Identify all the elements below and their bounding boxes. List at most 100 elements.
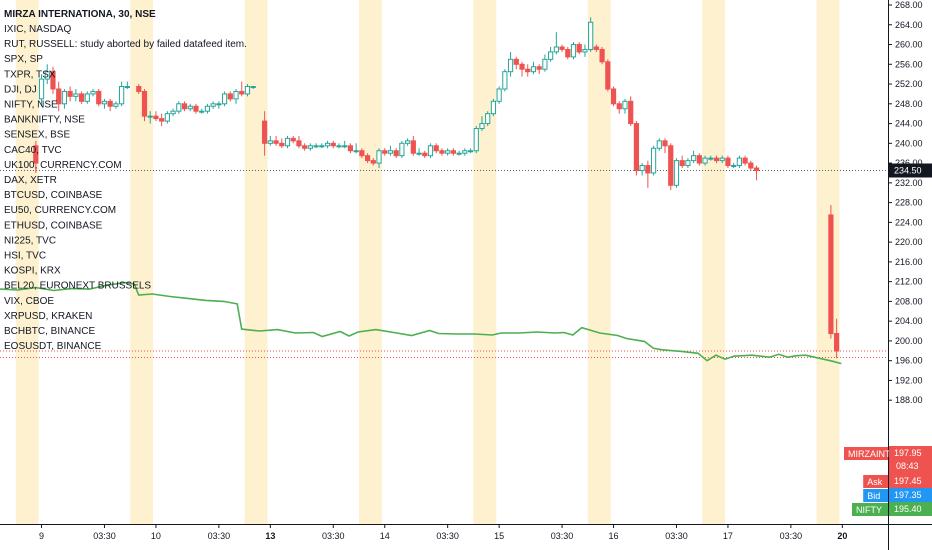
price-tag-name-box <box>863 475 888 488</box>
legend-symbol-16[interactable]: KOSPI, KRX <box>4 266 61 277</box>
candle-body <box>496 88 502 102</box>
legend-symbol-8[interactable]: CAC40, TVC <box>4 145 62 156</box>
y-tick-label: 248.00 <box>895 99 923 109</box>
candle-70 <box>445 148 451 156</box>
candle-100 <box>616 101 622 114</box>
candle-33 <box>227 91 233 102</box>
legend-symbol-12[interactable]: EU50, CURRENCY.COM <box>4 205 116 216</box>
candle-63 <box>405 138 411 146</box>
candle-10 <box>90 88 96 97</box>
candle-body <box>324 142 331 147</box>
candle-body <box>342 145 348 148</box>
candle-17 <box>136 84 142 94</box>
price-tag-value: 195.40 <box>894 504 922 514</box>
legend-symbol-21[interactable]: EOSUSDT, BINANCE <box>4 341 102 352</box>
candle-14 <box>113 101 119 109</box>
legend-symbol-18[interactable]: VIX, CBOE <box>4 296 54 307</box>
chart-title[interactable]: MIRZA INTERNATIONA, 30, NSE <box>4 9 156 20</box>
candle-22 <box>164 111 170 124</box>
price-tag-name: NIFTY <box>856 505 882 515</box>
candle-body <box>233 90 239 100</box>
x-axis[interactable]: 9 03:30 10 03:30 13 03:30 14 03:30 15 03:30 16 03:3… <box>0 524 932 550</box>
session-band-4 <box>473 0 497 524</box>
candle-49 <box>324 140 331 149</box>
candle-81 <box>507 51 514 77</box>
candle-body <box>164 113 170 122</box>
legend-symbol-10[interactable]: DAX, XETR <box>4 175 57 186</box>
candle-78 <box>490 98 497 117</box>
candle-body <box>319 145 325 148</box>
legend-symbol-19[interactable]: XRPUSD, KRAKEN <box>4 311 92 322</box>
price-tag-name-box <box>863 489 888 502</box>
legend-symbol-15[interactable]: HSI, TVC <box>4 251 46 262</box>
y-tick-label: 260.00 <box>895 40 923 50</box>
candle-93 <box>576 42 582 55</box>
candle-body <box>525 68 531 73</box>
candle-body <box>262 120 268 144</box>
legend-symbol-9[interactable]: UK100, CURRENCY.COM <box>4 160 122 171</box>
legend-symbol-14[interactable]: NI225, TVC <box>4 235 56 246</box>
candle-119 <box>725 155 731 169</box>
legend-symbol-6[interactable]: BANKNIFTY, NSE <box>4 115 85 126</box>
candle-body <box>616 103 622 110</box>
legend-symbol-17[interactable]: BEL20, EURONEXT BRUSSELS <box>4 281 151 292</box>
candle-body <box>370 160 376 164</box>
candle-body <box>696 155 702 164</box>
session-bands <box>15 0 840 524</box>
candle-110 <box>673 158 680 188</box>
candle-body <box>605 61 611 90</box>
candle-20 <box>153 111 159 122</box>
candle-body <box>176 103 182 112</box>
candle-41 <box>279 138 285 149</box>
legend-symbol-2[interactable]: SPX, SP <box>4 54 43 65</box>
candle-body <box>244 86 251 95</box>
session-band-0 <box>15 0 39 524</box>
legend-symbol-0[interactable]: IXIC, NASDAQ <box>4 24 71 35</box>
legend-symbol-13[interactable]: ETHUSD, COINBASE <box>4 220 103 231</box>
candle-body <box>393 150 399 157</box>
candle-44 <box>296 135 302 149</box>
candle-45 <box>302 143 308 151</box>
candle-body <box>622 100 628 110</box>
candle-55 <box>359 148 365 159</box>
legend-symbol-11[interactable]: BTCUSD, COINBASE <box>4 190 103 201</box>
legend-symbol-7[interactable]: SENSEX, BSE <box>4 130 70 141</box>
candle-body <box>124 86 130 89</box>
candle-54 <box>353 143 359 154</box>
candle-126 <box>834 318 840 359</box>
candle-4 <box>56 81 62 112</box>
candle-88 <box>548 46 554 62</box>
candle-7 <box>73 88 79 102</box>
candle-56 <box>364 153 371 164</box>
candle-body <box>284 137 291 147</box>
candle-9 <box>84 91 90 104</box>
candle-96 <box>593 44 599 52</box>
legend-symbol-5[interactable]: NIFTY, NSE <box>4 100 58 111</box>
legend-symbol-20[interactable]: BCHBTC, BINANCE <box>4 326 95 337</box>
candle-36 <box>244 84 251 97</box>
candle-body <box>576 44 582 53</box>
candle-body <box>347 145 354 152</box>
candle-59 <box>382 148 388 156</box>
candle-92 <box>570 42 577 60</box>
candle-body <box>645 165 651 174</box>
legend-symbol-3[interactable]: TXPR, TSX <box>4 69 56 80</box>
session-band-6 <box>702 0 726 524</box>
candle-89 <box>553 32 559 55</box>
legend-symbol-4[interactable]: DJI, DJ <box>4 84 37 95</box>
y-tick-label: 244.00 <box>895 119 923 129</box>
price-tag-name-box <box>852 503 888 516</box>
candle-body <box>410 140 416 154</box>
candle-62 <box>399 140 405 159</box>
candle-40 <box>273 135 279 146</box>
candle-11 <box>96 88 102 107</box>
candle-13 <box>107 98 113 112</box>
candle-body <box>467 150 474 153</box>
x-tick-label: 03:30 <box>93 531 116 541</box>
legend-symbol-1[interactable]: RUT, RUSSELL: study aborted by failed da… <box>4 39 247 50</box>
y-tick-label: 192.00 <box>895 375 923 385</box>
candle-125 <box>828 205 834 339</box>
session-band-2 <box>244 0 268 524</box>
